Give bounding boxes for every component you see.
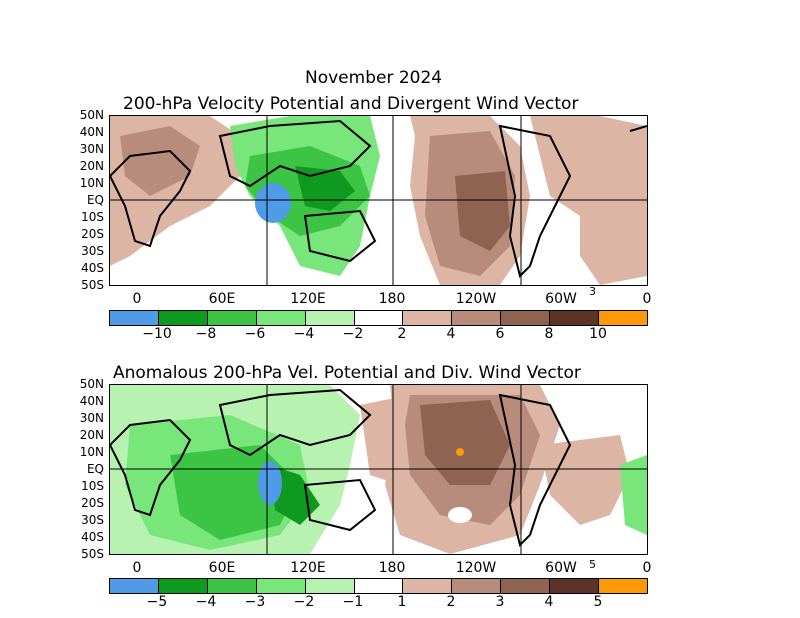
p2-lat-50n: 50N — [79, 377, 104, 391]
p2-lat-30s: 30S — [81, 513, 104, 527]
p2-lon-0-east: 0 — [642, 560, 652, 576]
p2-lat-eq: EQ — [86, 462, 104, 476]
p1-lat-10s: 10S — [81, 210, 104, 224]
p2-cbar-label-8: 4 — [544, 594, 554, 610]
map2-svg — [110, 385, 647, 554]
p1-cbar-seg-6 — [403, 311, 453, 325]
p1-lat-40s: 40S — [81, 261, 104, 275]
p2-cbar-label-4: −1 — [342, 594, 364, 610]
p1-lat-30n: 30N — [79, 142, 104, 156]
p2-cbar-label-2: −3 — [244, 594, 266, 610]
p1-cbar-seg-9 — [550, 311, 600, 325]
p2-colorbar — [109, 578, 648, 594]
p2-cbar-seg-0 — [110, 579, 159, 593]
p1-lat-30s: 30S — [81, 244, 104, 258]
p1-lon-60w: 60W — [545, 291, 577, 307]
anomalous-velocity-potential-map — [109, 384, 648, 555]
p2-cbar-seg-8 — [501, 579, 551, 593]
p2-lon-180: 180 — [378, 560, 406, 576]
p1-cbar-label-1: −8 — [195, 326, 217, 342]
p2-lon-120w: 120W — [455, 560, 497, 576]
p1-cbar-label-9: 10 — [589, 326, 607, 342]
p1-cbar-label-8: 8 — [544, 326, 554, 342]
p1-cbar-label-4: −2 — [342, 326, 364, 342]
velocity-potential-map — [109, 115, 648, 286]
p2-cbar-seg-9 — [550, 579, 600, 593]
p2-cbar-seg-5 — [354, 579, 404, 593]
p1-reference-vector-label: 3 — [589, 285, 596, 298]
p2-lat-10s: 10S — [81, 479, 104, 493]
p1-lon-120w: 120W — [455, 291, 497, 307]
p1-colorbar — [109, 310, 648, 326]
p2-cbar-seg-3 — [256, 579, 306, 593]
p2-cbar-label-7: 3 — [495, 594, 505, 610]
p1-lat-40n: 40N — [79, 125, 104, 139]
p1-cbar-label-6: 4 — [446, 326, 456, 342]
p1-lat-10n: 10N — [79, 176, 104, 190]
p2-cbar-seg-7 — [452, 579, 502, 593]
p1-cbar-seg-5 — [354, 311, 404, 325]
p1-cbar-seg-1 — [158, 311, 208, 325]
p1-cbar-label-5: 2 — [397, 326, 407, 342]
p1-cbar-seg-8 — [501, 311, 551, 325]
p1-cbar-label-2: −6 — [244, 326, 266, 342]
p2-lat-10n: 10N — [79, 445, 104, 459]
p2-cbar-seg-10 — [599, 579, 647, 593]
p2-cbar-seg-6 — [403, 579, 453, 593]
p2-lat-20s: 20S — [81, 496, 104, 510]
p1-lat-eq: EQ — [86, 193, 104, 207]
p2-lon-60w: 60W — [545, 560, 577, 576]
p1-lon-60e: 60E — [208, 291, 236, 307]
p1-cbar-seg-0 — [110, 311, 159, 325]
p2-cbar-label-1: −4 — [195, 594, 217, 610]
p2-cbar-seg-2 — [207, 579, 257, 593]
p1-cbar-label-3: −4 — [293, 326, 315, 342]
p1-cbar-seg-2 — [207, 311, 257, 325]
p2-lat-40s: 40S — [81, 530, 104, 544]
p1-lat-20n: 20N — [79, 159, 104, 173]
p2-cbar-label-0: −5 — [146, 594, 168, 610]
p1-cbar-seg-4 — [305, 311, 355, 325]
map2-gridlines — [110, 385, 647, 554]
p2-lon-60e: 60E — [208, 560, 236, 576]
p2-lon-0: 0 — [132, 560, 142, 576]
p2-lat-30n: 30N — [79, 411, 104, 425]
p1-lon-0: 0 — [132, 291, 142, 307]
figure-title: November 2024 — [305, 68, 443, 88]
p2-reference-vector-label: 5 — [589, 558, 596, 571]
p2-lon-120e: 120E — [290, 560, 326, 576]
map1-svg — [110, 116, 647, 285]
p2-lat-20n: 20N — [79, 428, 104, 442]
p1-lat-20s: 20S — [81, 227, 104, 241]
map1-gridlines — [110, 116, 647, 285]
p2-lat-40n: 40N — [79, 394, 104, 408]
map1-coastlines — [110, 119, 647, 278]
panel2-title: Anomalous 200-hPa Vel. Potential and Div… — [113, 363, 581, 383]
p1-cbar-seg-3 — [256, 311, 306, 325]
p1-lon-120e: 120E — [290, 291, 326, 307]
p1-lat-50n: 50N — [79, 108, 104, 122]
panel1-title: 200-hPa Velocity Potential and Divergent… — [123, 94, 579, 114]
p1-cbar-seg-10 — [599, 311, 647, 325]
p2-cbar-label-5: 1 — [397, 594, 407, 610]
map2-coastlines — [110, 388, 572, 547]
p1-lon-180: 180 — [378, 291, 406, 307]
p2-cbar-seg-1 — [158, 579, 208, 593]
p1-cbar-label-7: 6 — [495, 326, 505, 342]
p2-cbar-label-6: 2 — [446, 594, 456, 610]
p2-cbar-label-3: −2 — [293, 594, 315, 610]
p2-cbar-seg-4 — [305, 579, 355, 593]
p1-cbar-seg-7 — [452, 311, 502, 325]
p2-lat-50s: 50S — [81, 547, 104, 561]
p2-cbar-label-9: 5 — [593, 594, 603, 610]
p1-lon-0-east: 0 — [642, 291, 652, 307]
p1-lat-50s: 50S — [81, 278, 104, 292]
p1-cbar-label-0: −10 — [142, 326, 172, 342]
